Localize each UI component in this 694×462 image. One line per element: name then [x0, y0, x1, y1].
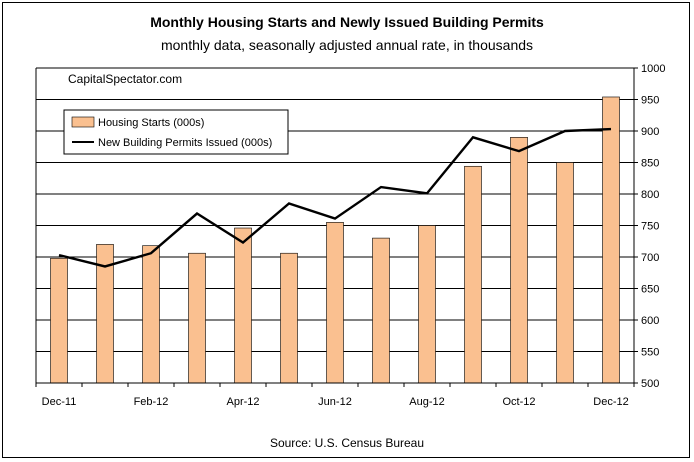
legend: Housing Starts (000s) New Building Permi… [63, 109, 289, 155]
x-tick-label: Jun-12 [318, 396, 352, 408]
source-note: Source: U.S. Census Bureau [269, 436, 425, 450]
y-tick-label: 750 [641, 221, 659, 233]
y-tick-label: 700 [641, 252, 659, 264]
x-tick-label: Dec-12 [593, 396, 628, 408]
y-tick-label: 650 [641, 284, 659, 296]
legend-label-permits: New Building Permits Issued (000s) [98, 137, 272, 149]
bar-housing-starts [556, 162, 574, 384]
legend-swatch-housing-starts [71, 116, 95, 128]
x-tick-label: Apr-12 [226, 396, 259, 408]
x-tick-label: Aug-12 [409, 396, 444, 408]
y-tick-label: 550 [641, 347, 659, 359]
line-building-permits [58, 127, 612, 268]
bar-housing-starts [372, 237, 390, 384]
y-tick-label: 900 [641, 126, 659, 138]
bar-housing-starts [234, 227, 252, 384]
x-tick-label: Dec-11 [42, 396, 77, 408]
bar-housing-starts [602, 96, 620, 384]
y-tick-label: 600 [641, 315, 659, 327]
legend-box [63, 109, 289, 155]
axes-group: 500 550 600 650 700 750 800 850 900 950 1000 Dec-11… [35, 63, 665, 408]
chart-frame [2, 2, 690, 458]
bar-housing-starts [326, 222, 344, 384]
watermark-label: CapitalSpectator.com [68, 72, 182, 86]
bar-housing-starts [280, 252, 298, 384]
legend-label-housing-starts: Housing Starts (000s) [98, 117, 204, 129]
chart-subtitle: monthly data, seasonally adjusted annual… [160, 37, 534, 53]
x-tick-label: Oct-12 [502, 396, 535, 408]
bar-housing-starts [418, 225, 436, 384]
bar-housing-starts [464, 165, 482, 384]
y-tick-label: 850 [641, 158, 659, 170]
bar-housing-starts [142, 245, 160, 384]
bar-housing-starts [510, 137, 528, 384]
line-group [58, 127, 612, 268]
bars-group [50, 96, 620, 384]
y-tick-label: 1000 [641, 63, 665, 75]
bar-housing-starts [188, 252, 206, 384]
y-tick-label: 500 [641, 378, 659, 390]
y-tick-label: 800 [641, 189, 659, 201]
x-tick-label: Feb-12 [134, 396, 169, 408]
y-tick-label: 950 [641, 95, 659, 107]
chart-title: Monthly Housing Starts and Newly Issued … [150, 14, 544, 30]
bar-housing-starts [50, 257, 68, 384]
